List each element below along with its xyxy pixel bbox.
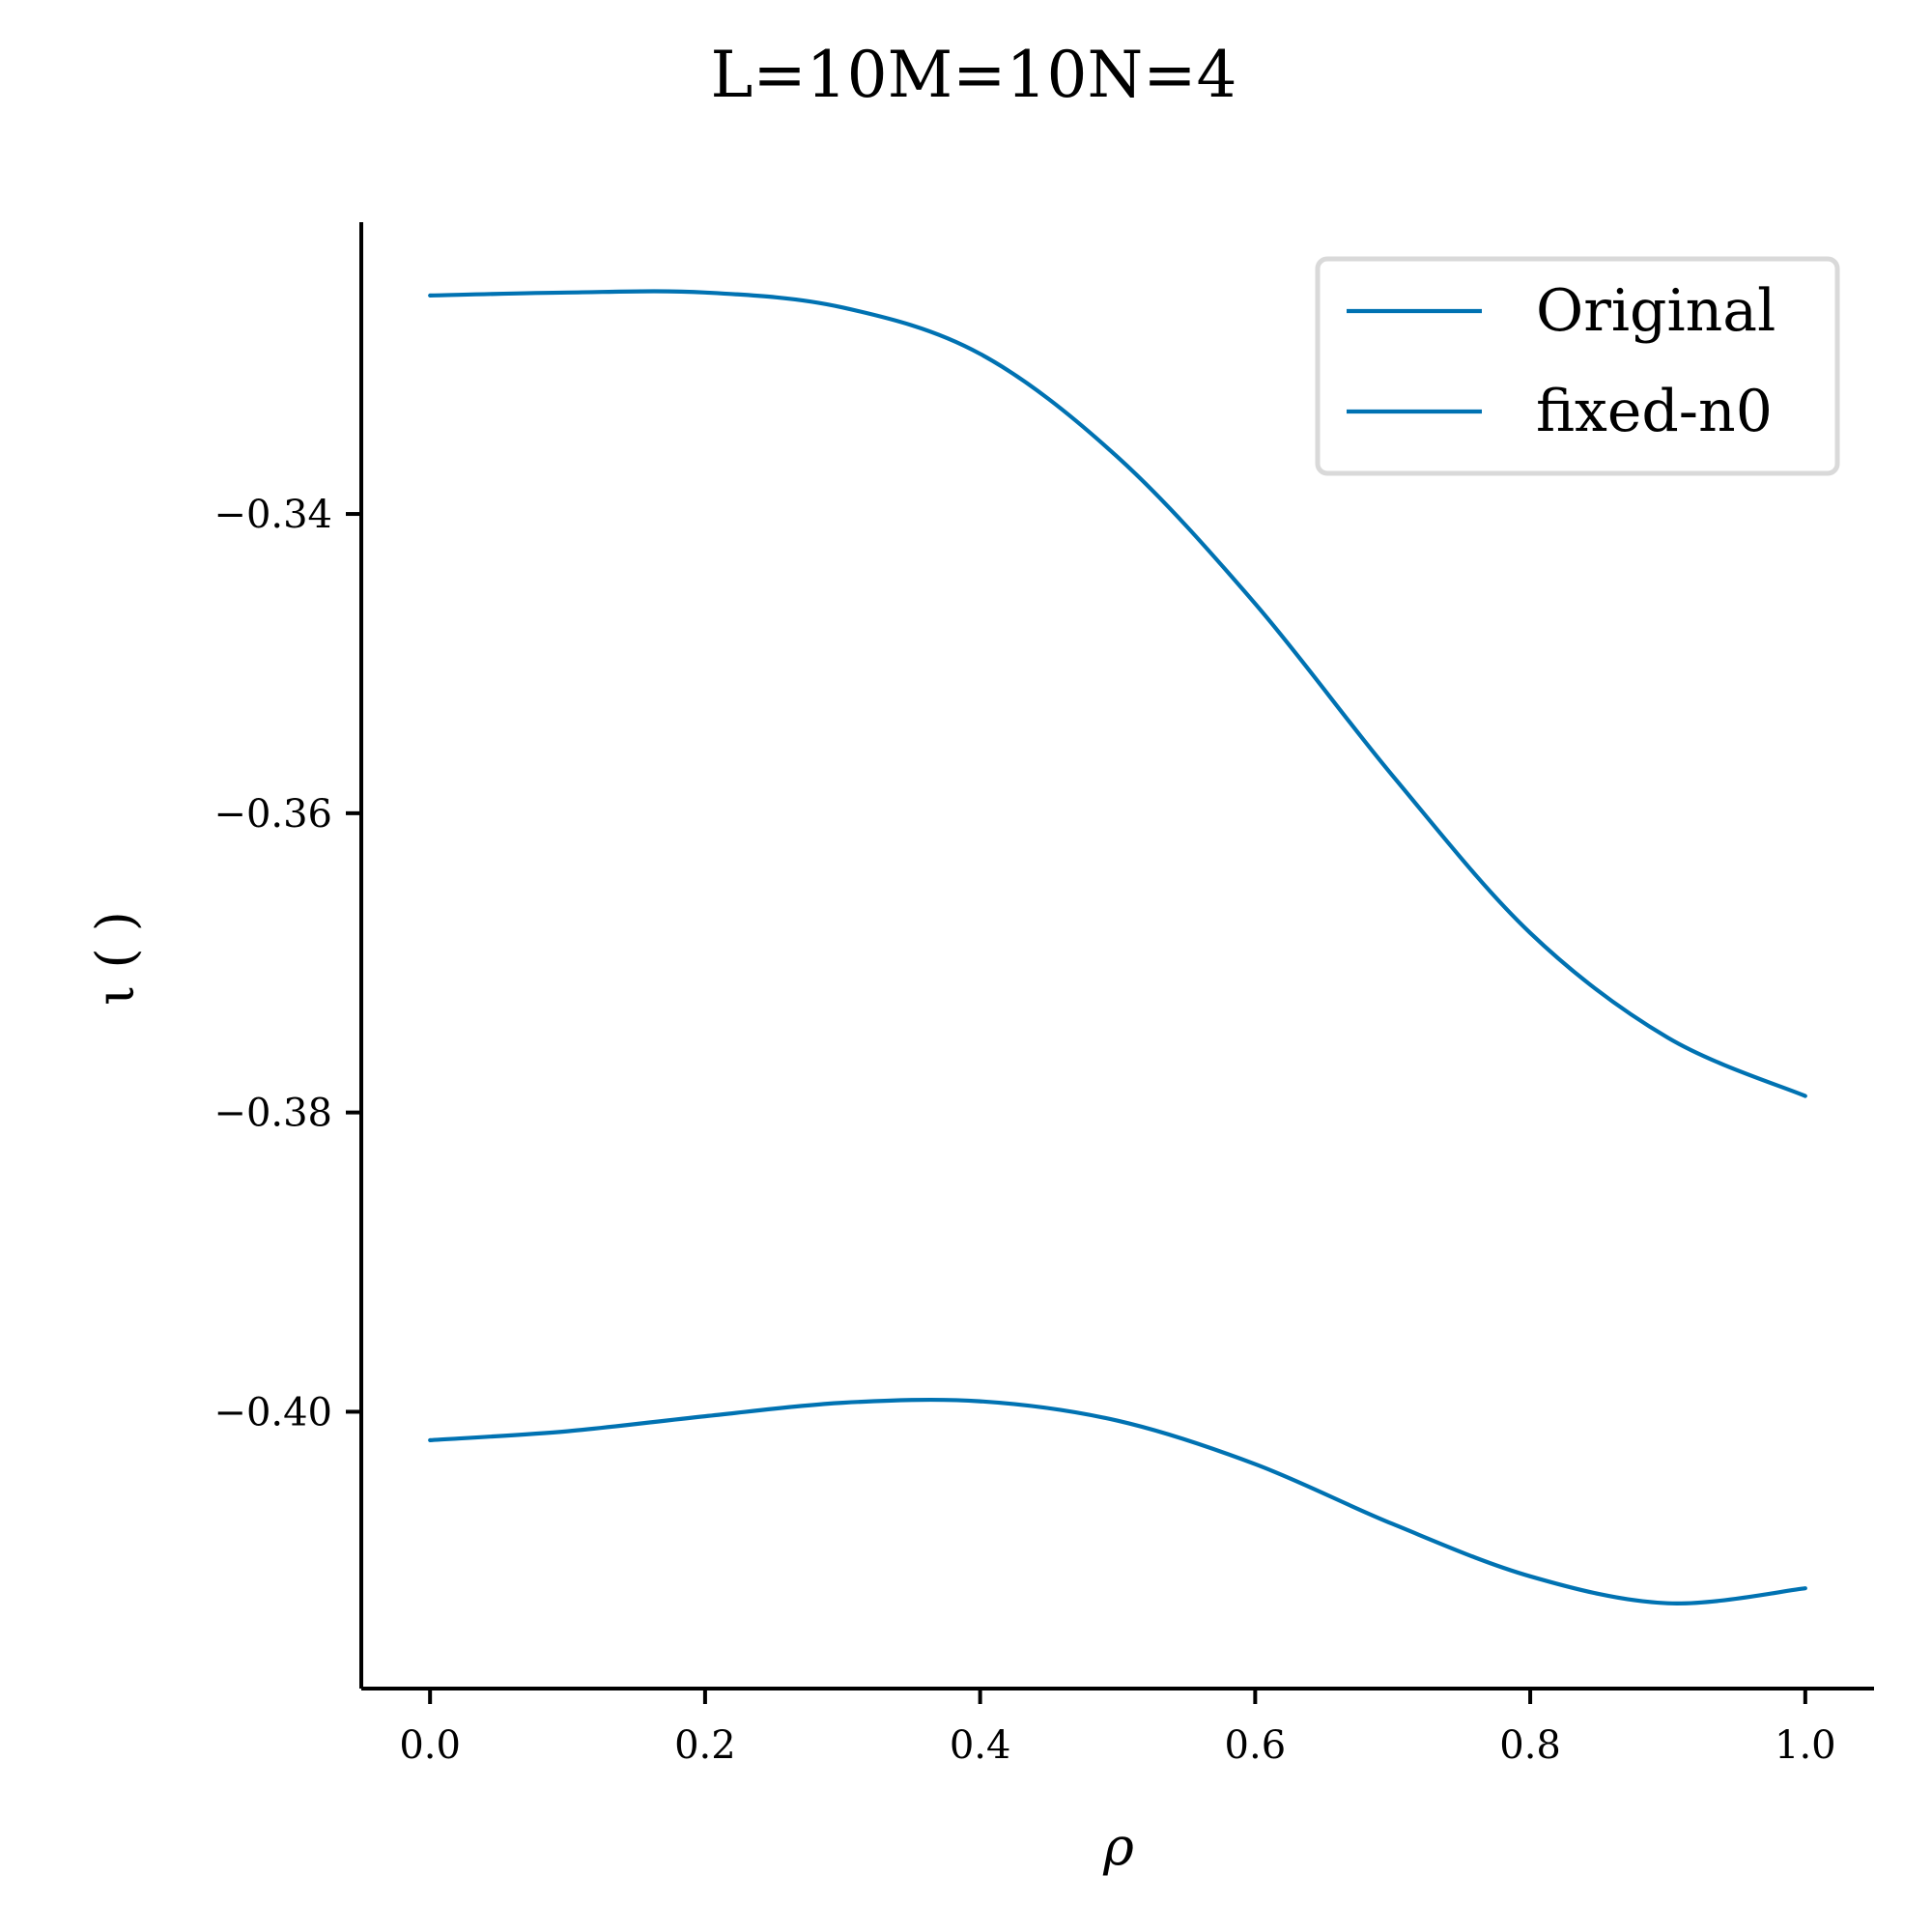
series-layer bbox=[428, 289, 1807, 1605]
x-ticks: 0.0 0.2 0.4 0.6 0.8 1.0 bbox=[399, 1689, 1836, 1768]
x-tick-label: 0.8 bbox=[1499, 1723, 1561, 1768]
chart-title: L=10M=10N=4 bbox=[710, 38, 1236, 112]
x-tick-label: 1.0 bbox=[1775, 1723, 1836, 1768]
x-tick-label: 0.2 bbox=[674, 1723, 736, 1768]
y-tick-label: −0.40 bbox=[213, 1390, 332, 1435]
axes bbox=[359, 222, 1874, 1690]
legend-label: Original bbox=[1536, 277, 1776, 345]
legend: Original fixed-n0 bbox=[1315, 256, 1840, 476]
x-tick-label: 0.4 bbox=[950, 1723, 1011, 1768]
x-axis-label: ρ bbox=[1102, 1816, 1134, 1877]
legend-label: fixed-n0 bbox=[1536, 378, 1773, 445]
series-line-fixed-n0 bbox=[428, 1397, 1807, 1605]
y-ticks: −0.34 −0.36 −0.38 −0.40 bbox=[213, 493, 361, 1435]
series-line-original bbox=[428, 289, 1807, 1098]
y-axis-label: ι ( ) bbox=[85, 911, 146, 1006]
y-tick-label: −0.34 bbox=[213, 493, 332, 537]
y-tick-label: −0.36 bbox=[213, 792, 332, 837]
y-tick-label: −0.38 bbox=[213, 1092, 332, 1136]
x-tick-label: 0.0 bbox=[399, 1723, 461, 1768]
x-tick-label: 0.6 bbox=[1225, 1723, 1287, 1768]
